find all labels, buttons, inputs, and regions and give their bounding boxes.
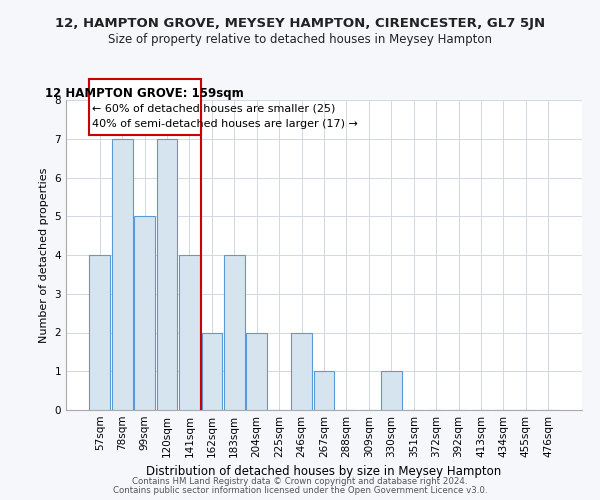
Text: ← 60% of detached houses are smaller (25): ← 60% of detached houses are smaller (25… [92,104,335,114]
Text: Size of property relative to detached houses in Meysey Hampton: Size of property relative to detached ho… [108,34,492,46]
Text: 12 HAMPTON GROVE: 159sqm: 12 HAMPTON GROVE: 159sqm [45,87,244,100]
Bar [179,255,200,410]
X-axis label: Distribution of detached houses by size in Meysey Hampton: Distribution of detached houses by size … [146,466,502,478]
Bar [202,332,222,410]
Bar [291,332,312,410]
Text: Contains public sector information licensed under the Open Government Licence v3: Contains public sector information licen… [113,486,487,495]
Y-axis label: Number of detached properties: Number of detached properties [39,168,49,342]
Text: 12, HAMPTON GROVE, MEYSEY HAMPTON, CIRENCESTER, GL7 5JN: 12, HAMPTON GROVE, MEYSEY HAMPTON, CIREN… [55,18,545,30]
Bar [112,138,133,410]
FancyBboxPatch shape [89,78,200,135]
Bar [381,371,401,410]
Bar [89,255,110,410]
Text: Contains HM Land Registry data © Crown copyright and database right 2024.: Contains HM Land Registry data © Crown c… [132,477,468,486]
Text: 40% of semi-detached houses are larger (17) →: 40% of semi-detached houses are larger (… [92,120,358,130]
Bar [134,216,155,410]
Bar [247,332,267,410]
Bar [157,138,178,410]
Bar [314,371,334,410]
Bar [224,255,245,410]
